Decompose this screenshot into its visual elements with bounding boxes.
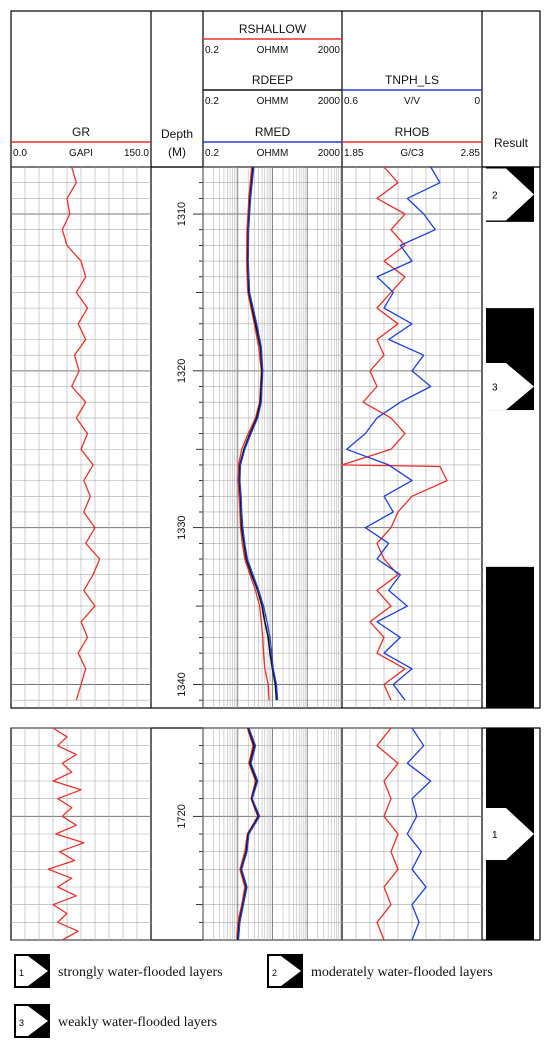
upper-depth-label: 1310 <box>176 202 188 226</box>
legend-num: 1 <box>19 968 24 978</box>
upper-rhob-curve <box>341 166 448 701</box>
legend-item-2: 2 moderately water-flooded layers <box>267 954 493 988</box>
upper-section: 1310 1320 1330 1340 2 3 <box>10 166 541 709</box>
legend-marker <box>269 956 301 986</box>
rshallow-header-max: 2000 <box>318 45 341 56</box>
rdeep-header-title: RDEEP <box>252 73 293 87</box>
gr-header-max: 150.0 <box>124 148 149 159</box>
legend-num: 3 <box>19 1018 24 1028</box>
lower-rmed-curve <box>237 727 261 941</box>
tnph-header-unit: V/V <box>404 96 420 107</box>
upper-tnph-curve <box>346 166 441 701</box>
legend-item-3: 3 weakly water-flooded layers <box>14 1004 217 1038</box>
gr-header-unit: GAPI <box>69 148 93 159</box>
lower-depth-label: 1720 <box>176 804 188 828</box>
rmed-header-max: 2000 <box>318 148 341 159</box>
rdeep-header-max: 2000 <box>318 96 341 107</box>
rhob-header-title: RHOB <box>395 125 430 139</box>
tnph-header-min: 0.6 <box>344 96 358 107</box>
upper-result-label: 2 <box>492 190 498 201</box>
lower-gr-curve <box>47 727 85 941</box>
rmed-header-min: 0.2 <box>205 148 219 159</box>
tnph-header-max: 0 <box>474 96 480 107</box>
legend-marker <box>16 1006 48 1036</box>
rhob-header-max: 2.85 <box>461 148 481 159</box>
result-header-label: Result <box>494 136 529 150</box>
legend-text: weakly water-flooded layers <box>58 1015 217 1030</box>
legend-marker <box>16 956 48 986</box>
lower-rhob-curve <box>376 727 399 941</box>
legend-num: 2 <box>272 968 277 978</box>
tnph-header-title: TNPH_LS <box>385 73 439 87</box>
upper-gr-curve <box>61 166 101 701</box>
rdeep-header-min: 0.2 <box>205 96 219 107</box>
rhob-header-unit: G/C3 <box>400 148 424 159</box>
upper-rshallow-curve <box>237 166 270 701</box>
lower-result-marker <box>486 808 534 860</box>
rshallow-header-unit: OHMM <box>257 45 289 56</box>
upper-rmed-curve <box>239 166 279 701</box>
gr-header-min: 0.0 <box>13 148 27 159</box>
upper-depth-label: 1330 <box>176 515 188 539</box>
lower-result-label: 1 <box>492 830 498 841</box>
rmed-header-title: RMED <box>255 125 291 139</box>
legend-text: moderately water-flooded layers <box>311 965 493 980</box>
rshallow-header-title: RSHALLOW <box>239 22 307 36</box>
depth-header-label: Depth <box>161 127 193 141</box>
rhob-header-min: 1.85 <box>344 148 364 159</box>
rdeep-header-unit: OHMM <box>257 96 289 107</box>
upper-depth-label: 1320 <box>176 359 188 383</box>
upper-result-layer <box>486 566 534 708</box>
upper-result-marker <box>486 363 534 411</box>
rshallow-header-min: 0.2 <box>205 45 219 56</box>
upper-frame <box>10 166 541 709</box>
lower-tnph-curve <box>406 727 432 941</box>
lower-section: 1720 1 <box>10 727 541 941</box>
rmed-header-unit: OHMM <box>257 148 289 159</box>
upper-result-label: 3 <box>492 383 498 394</box>
gr-header-title: GR <box>72 125 90 139</box>
legend-item-1: 1 strongly water-flooded layers <box>14 954 223 988</box>
legend-text: strongly water-flooded layers <box>58 965 223 980</box>
upper-result-marker <box>486 168 534 221</box>
upper-depth-label: 1340 <box>176 672 188 696</box>
upper-result-layer <box>486 308 534 364</box>
depth-header-unit: (M) <box>168 145 186 159</box>
